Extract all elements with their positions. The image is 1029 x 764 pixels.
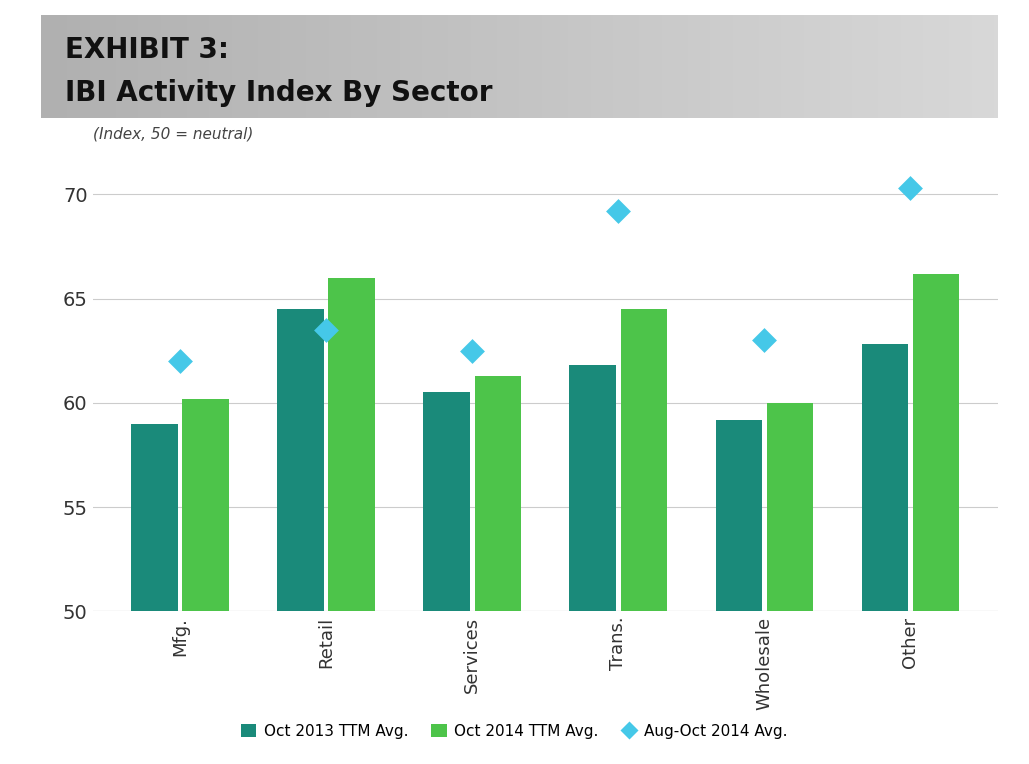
Bar (913, 274, 959, 611)
Point (172, 355, 188, 367)
Bar (278, 309, 324, 611)
Bar (132, 424, 178, 611)
Bar (715, 419, 762, 611)
Point (464, 345, 481, 357)
Bar (474, 376, 522, 611)
Point (756, 334, 773, 346)
Bar (328, 278, 376, 611)
Bar (423, 393, 470, 611)
Bar (182, 399, 229, 611)
Bar (620, 309, 668, 611)
Point (610, 205, 627, 217)
Bar (767, 403, 813, 611)
Legend: Oct 2013 TTM Avg., Oct 2014 TTM Avg., Aug-Oct 2014 Avg.: Oct 2013 TTM Avg., Oct 2014 TTM Avg., Au… (235, 717, 794, 745)
Text: IBI Activity Index By Sector: IBI Activity Index By Sector (65, 79, 493, 107)
Text: (Index, 50 = neutral): (Index, 50 = neutral) (93, 126, 253, 141)
Bar (861, 345, 909, 611)
Text: EXHIBIT 3:: EXHIBIT 3: (65, 36, 229, 64)
Bar (569, 365, 616, 611)
Point (902, 182, 919, 194)
Point (318, 324, 334, 336)
